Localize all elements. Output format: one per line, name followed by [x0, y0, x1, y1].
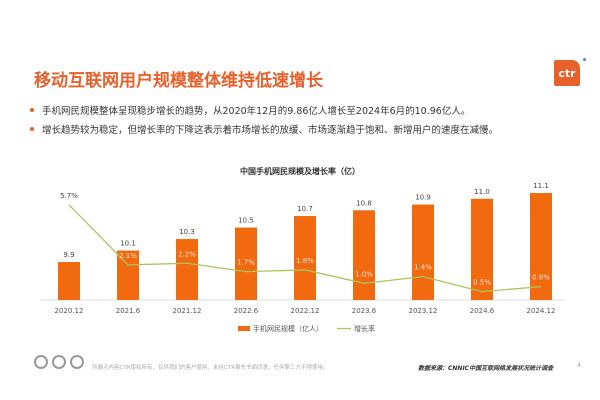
line-label: 2.1% [119, 252, 137, 260]
line-label: 1.0% [355, 270, 373, 278]
bar-label: 10.8 [356, 199, 372, 207]
bar-label: 11.0 [474, 188, 490, 196]
bar [176, 239, 198, 300]
disclaimer: 所展示内容CTR版权所有，仅供我们的客户使用，未经CTR事先书面同意，任何第三方… [92, 365, 329, 371]
award-badge-icon [52, 355, 66, 369]
bullet-item: 手机网民规模整体呈现稳步增长的趋势，从2020年12月的9.86亿人增长至202… [30, 100, 498, 119]
line-label: 1.8% [296, 257, 314, 265]
bar [353, 210, 375, 300]
bar [412, 204, 434, 300]
bar [530, 193, 552, 300]
award-badge-icon [70, 355, 84, 369]
bar-label: 10.3 [179, 228, 195, 236]
bar [58, 262, 80, 300]
page-number: 4 [577, 362, 581, 369]
x-tick-label: 2023.12 [409, 307, 438, 315]
x-tick-label: 2024.6 [470, 307, 495, 315]
line-label: 1.4% [414, 264, 432, 272]
chart-title: 中国手机网民规模及增长率（亿） [240, 167, 360, 176]
legend-bar-swatch [238, 326, 250, 331]
x-tick-label: 2021.6 [116, 307, 141, 315]
bar-label: 9.9 [63, 251, 74, 259]
ctr-logo: ctr [554, 60, 580, 86]
line-label: 2.2% [178, 250, 196, 258]
x-tick-label: 2022.6 [234, 307, 259, 315]
line-label: 1.7% [237, 259, 255, 267]
bullet-dot-icon [30, 107, 34, 112]
bar-label: 11.1 [533, 182, 549, 190]
bar-label: 10.5 [238, 217, 254, 225]
bullet-item: 增长趋势较为稳定，但增长率的下降这表示着市场增长的放缓、市场逐渐趋于饱和、新增用… [30, 119, 498, 138]
bullet-text: 增长趋势较为稳定，但增长率的下降这表示着市场增长的放缓、市场逐渐趋于饱和、新增用… [42, 124, 499, 136]
line-label: 0.8% [532, 274, 550, 282]
slide-title: 移动互联网用户规模整体维持低速增长 [34, 71, 323, 91]
bullet-dot-icon [30, 126, 34, 131]
award-badge-icon [34, 355, 48, 369]
bullet-list: 手机网民规模整体呈现稳步增长的趋势，从2020年12月的9.86亿人增长至202… [30, 100, 498, 138]
x-tick-label: 2024.12 [527, 307, 556, 315]
bar-label: 10.1 [120, 240, 136, 248]
data-source: 数据来源：CNNIC中国互联网络发展状况统计调查 [418, 365, 554, 372]
x-tick-label: 2022.12 [291, 307, 320, 315]
bar [294, 216, 316, 300]
growth-line [68, 204, 542, 293]
bar [117, 250, 139, 300]
bar [471, 198, 493, 300]
bar-label: 10.7 [297, 205, 313, 213]
x-tick-label: 2020.12 [55, 307, 84, 315]
logo-registered-mark [583, 58, 586, 61]
line-label: 5.7% [60, 192, 78, 200]
bullet-text: 手机网民规模整体呈现稳步增长的趋势，从2020年12月的9.86亿人增长至202… [42, 105, 471, 117]
x-tick-label: 2023.6 [352, 307, 377, 315]
line-label: 0.5% [473, 279, 491, 287]
chart: 9.9 2020.12 10.1 2021.6 10.3 2021.12 10.5 2022.… [40, 182, 565, 333]
bar-label: 10.9 [415, 194, 431, 202]
x-tick-label: 2021.12 [173, 307, 202, 315]
bar [235, 227, 257, 300]
legend-bar-label: 手机网民规模（亿人） [253, 324, 323, 333]
legend-line-label: 增长率 [354, 324, 375, 333]
